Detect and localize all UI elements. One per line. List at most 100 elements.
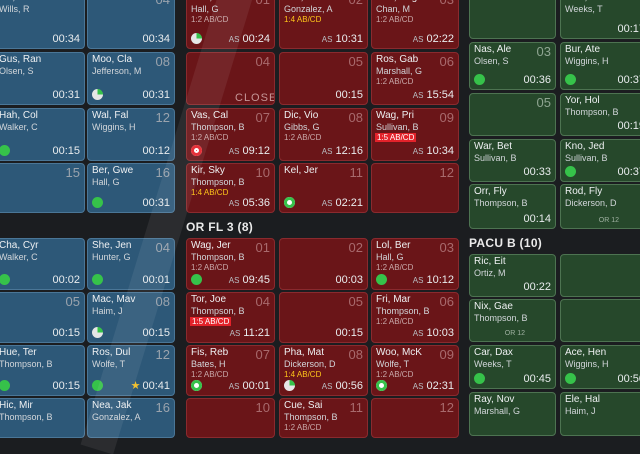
patient-card[interactable]: 05: [469, 93, 556, 136]
patient-card[interactable]: 02 00:03: [279, 238, 368, 290]
patient-card[interactable]: 10: [186, 398, 275, 438]
room-number: 02: [348, 240, 363, 255]
patient-name: Ber, Gwe: [92, 165, 134, 176]
time-value: 05:36: [242, 197, 270, 209]
elapsed-time: AS 10:31: [322, 33, 363, 45]
surgeon-name: Wolfe, T: [92, 359, 126, 369]
patient-card[interactable]: Wal, Fal Wiggins, H 12 00:12: [87, 108, 175, 161]
time-value: 00:22: [523, 281, 551, 293]
patient-card[interactable]: Nix, Gae Thompson, B OR 12: [469, 299, 556, 342]
surgeon-name: Hall, G: [92, 177, 120, 187]
elapsed-time: 00:14: [523, 213, 551, 225]
patient-card[interactable]: 12: [371, 163, 459, 213]
patient-card[interactable]: Hue, Ter Thompson, B 00:15: [0, 345, 85, 396]
patient-card[interactable]: 05 00:15: [0, 292, 85, 343]
patient-card[interactable]: Nea, Jak Gonzalez, A 16: [87, 398, 175, 438]
room-number: 08: [348, 110, 363, 125]
patient-card[interactable]: Gus, Ran Olsen, S 00:31: [0, 52, 85, 105]
time-value: 00:15: [52, 327, 80, 339]
patient-card[interactable]: Vas, Cal Thompson, B 1:2 AB/CD 07 AS 09:12: [186, 108, 275, 161]
patient-card[interactable]: Ros, Dul Wolfe, T 12 ★ 00:41: [87, 345, 175, 396]
patient-card[interactable]: Rod, Fly Dickerson, D OR 12: [560, 184, 640, 229]
patient-card[interactable]: Wag, Jer Thompson, B 1:2 AB/CD 01 AS 09:45: [186, 238, 275, 290]
patient-name: Tor, Joe: [191, 294, 227, 305]
room-number: 04: [156, 0, 170, 7]
patient-card[interactable]: Tor, Joe Thompson, B 1:5 AB/CD 04 AS 11:21: [186, 292, 275, 343]
patient-card[interactable]: Ele, Hal Haim, J: [560, 392, 640, 436]
status-indicator-icon: [284, 197, 295, 208]
patient-card[interactable]: Kir, Sky Thompson, B 1:4 AB/CD 10 AS 05:36: [186, 163, 275, 213]
patient-card[interactable]: 05 00:15: [279, 52, 368, 105]
patient-card[interactable]: Nas, Ale Olsen, S 03 00:36: [469, 42, 556, 90]
elapsed-time: AS 10:12: [413, 274, 454, 286]
patient-card[interactable]: Ric, Eit Ortiz, M 00:22: [469, 254, 556, 297]
patient-name: Ric, Eit: [474, 256, 506, 267]
patient-card[interactable]: Fri, Mar Thompson, B 1:2 AB/CD 06 AS 10:03: [371, 292, 459, 343]
surgeon-name: Chan, M: [376, 4, 411, 14]
elapsed-time: 00:15: [335, 89, 363, 101]
room-number: 06: [439, 294, 454, 309]
patient-card[interactable]: Kel, Jer 11 AS 02:21: [279, 163, 368, 213]
as-label: AS: [228, 276, 240, 285]
staffing-ratio: 1:2 AB/CD: [376, 317, 414, 326]
patient-card[interactable]: Dic, Vio Gibbs, G 1:2 AB/CD 08 AS 12:16: [279, 108, 368, 161]
patient-card[interactable]: Wag, Pri Sullivan, B 1:5 AB/CD 09 AS 10:34: [371, 108, 459, 161]
patient-card[interactable]: War, Bet Sullivan, B 00:33: [469, 139, 556, 182]
patient-name: Ray, Nov: [474, 394, 515, 405]
surgeon-name: Thompson, B: [284, 412, 338, 422]
patient-card[interactable]: Woo, McK Wolfe, T 1:2 AB/CD 09 AS 02:31: [371, 345, 459, 396]
room-number: 07: [255, 110, 270, 125]
surgeon-name: Thompson, B: [191, 177, 245, 187]
time-value: 00:31: [52, 89, 80, 101]
patient-card[interactable]: Orr, Fly Thompson, B 00:14: [469, 184, 556, 229]
elapsed-time: 00:12: [142, 145, 170, 157]
patient-card[interactable]: 15: [0, 163, 85, 213]
elapsed-time: 00:02: [52, 274, 80, 286]
patient-card[interactable]: 12: [371, 398, 459, 438]
patient-card[interactable]: She, Jen Hunter, G 04 00:01: [87, 238, 175, 290]
patient-card[interactable]: Pha, Mat Dickerson, D 1:4 AB/CD 08 AS 00:56: [279, 345, 368, 396]
patient-card[interactable]: [560, 299, 640, 342]
patient-card[interactable]: Lol, Ber Hall, G 1:2 AB/CD 03 AS 10:12: [371, 238, 459, 290]
patient-card[interactable]: Fis, Reb Bates, H 1:2 AB/CD 07 AS 00:01: [186, 345, 275, 396]
patient-card[interactable]: Hic, Mir Thompson, B: [0, 398, 85, 438]
patient-card[interactable]: Ray, Nov Marshall, G: [469, 392, 556, 436]
room-number: 04: [155, 240, 170, 255]
patient-card[interactable]: 04 00:34: [87, 0, 175, 49]
patient-card[interactable]: Mac, Mav Haim, J 08 00:15: [87, 292, 175, 343]
patient-card[interactable]: [469, 0, 556, 39]
as-label: AS: [412, 35, 424, 44]
time-value: 00:15: [335, 89, 363, 101]
status-indicator-icon: [474, 74, 485, 85]
time-value: 00:01: [242, 380, 270, 392]
elapsed-time: 00:37: [617, 166, 640, 178]
patient-card[interactable]: Man, FraWeeks, T 00:17: [560, 0, 640, 39]
as-label: AS: [228, 35, 240, 44]
patient-card[interactable]: Moo, Cla Jefferson, M 08 00:31: [87, 52, 175, 105]
patient-card[interactable]: Ber, Gwe Hall, G 16 00:31: [87, 163, 175, 213]
patient-card[interactable]: Cha, Cyr Walker, C 00:02: [0, 238, 85, 290]
patient-card[interactable]: Cue, Sai Thompson, B 1:2 AB/CD 11: [279, 398, 368, 438]
time-value: 00:14: [523, 213, 551, 225]
patient-card[interactable]: 05 00:15: [279, 292, 368, 343]
patient-card[interactable]: Jar, JacWills, R 00:34: [0, 0, 85, 49]
elapsed-time: 00:36: [523, 74, 551, 86]
patient-card[interactable]: Hah, Col Walker, C 00:15: [0, 108, 85, 161]
as-label: AS: [321, 35, 333, 44]
patient-card[interactable]: Car, Dax Weeks, T 00:45: [469, 345, 556, 389]
staffing-ratio: 1:2 AB/CD: [284, 133, 322, 142]
patient-card[interactable]: 04 CLOSED: [186, 52, 275, 105]
patient-name: Cha, Cyr: [0, 240, 39, 251]
patient-card[interactable]: Ros, Gab Marshall, G 1:2 AB/CD 06 AS 15:54: [371, 52, 459, 105]
time-value: 00:31: [142, 197, 170, 209]
status-indicator-icon: [92, 327, 103, 338]
staffing-ratio: 1:2 AB/CD: [376, 77, 414, 86]
patient-card[interactable]: [560, 254, 640, 297]
